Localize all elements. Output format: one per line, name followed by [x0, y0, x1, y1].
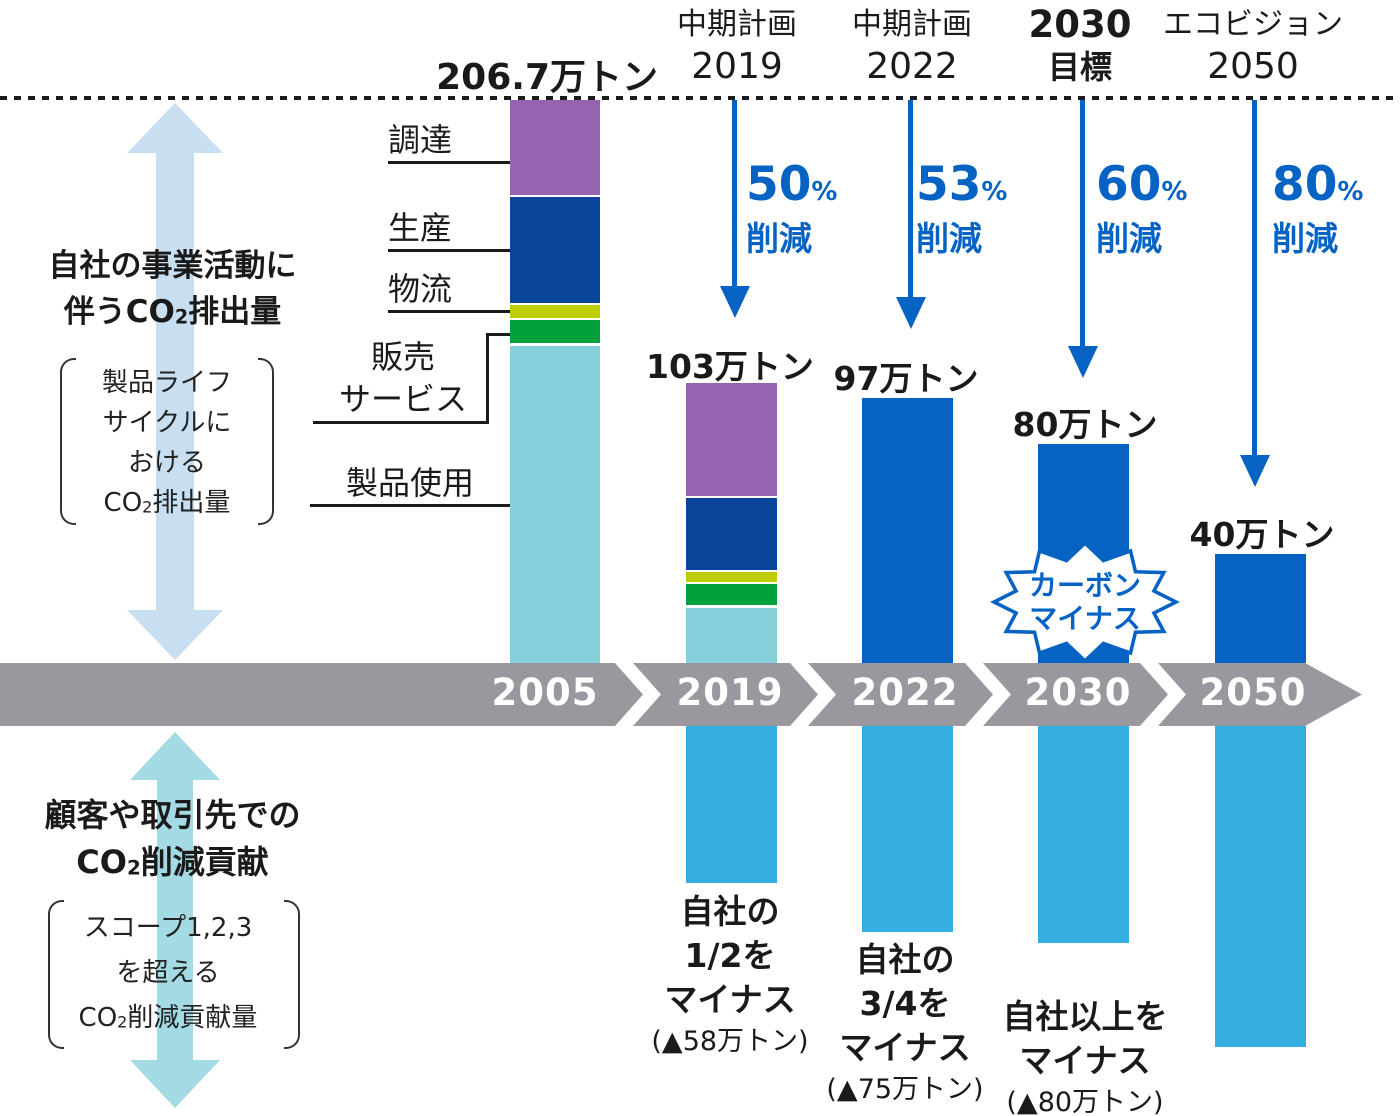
milestone-line1: 中期計画: [852, 7, 972, 42]
reduction-arrow-2022-head: [896, 297, 926, 329]
reduction-arrow-2030-shaft: [1080, 100, 1085, 346]
note-line: サイクルに: [102, 408, 232, 438]
reduction-arrow-2022-shaft: [908, 100, 913, 297]
note-line: おける: [127, 448, 206, 478]
value-label-2022: 97万トン: [833, 359, 979, 398]
contribution-bar-2022: [862, 726, 953, 932]
milestone-line2: 目標: [1047, 48, 1112, 86]
note-line: CO2削減貢献量: [78, 1003, 258, 1033]
milestone-header-2050: エコビジョン 2050: [1158, 4, 1348, 88]
segment-label-product-use: 製品使用: [310, 458, 510, 507]
contribution-title-line2: CO2削減貢献: [76, 843, 269, 881]
bar-2019-segment-procurement: [686, 383, 777, 496]
milestone-line1: 中期計画: [677, 7, 797, 42]
left-bracket: [60, 358, 76, 525]
reduction-arrow-2050-shaft: [1252, 100, 1257, 455]
emissions-axis-arrow-down-head: [127, 610, 223, 660]
milestone-header-2022: 中期計画 2022: [817, 4, 1007, 88]
emissions-axis-arrow-shaft: [156, 150, 194, 612]
contribution-note: (▲80万トン): [1006, 1087, 1164, 1116]
sales-service-underline: [313, 421, 489, 424]
timeline-band: [0, 663, 1362, 726]
bar-2019-segment-product-use: [686, 608, 777, 663]
timeline-year-2050: 2050: [1199, 671, 1307, 714]
timeline-year-2030: 2030: [1024, 671, 1132, 714]
contribution-axis-arrow-shaft: [157, 778, 193, 1062]
value-label-2050: 40万トン: [1189, 515, 1335, 554]
reduction-percent-2022: 53% 削減: [916, 157, 1008, 258]
reduction-percent-2050: 80% 削減: [1272, 157, 1364, 258]
milestone-line2: 2050: [1207, 46, 1299, 87]
milestone-line2: 2019: [691, 46, 783, 87]
own-emissions-note: 製品ライフ サイクルに おける CO2排出量: [62, 363, 272, 527]
own-emissions-title-line2: 伴うCO2排出量: [63, 294, 282, 330]
timeline-year-2019: 2019: [676, 671, 784, 714]
milestone-line2: 2022: [866, 46, 958, 87]
bar-2019-segment-sales-service: [686, 584, 777, 605]
contribution-axis-arrow-down-head: [130, 1060, 220, 1108]
bar-2005-segment-product-use: [510, 346, 600, 663]
reduction-percent-2030: 60% 削減: [1096, 157, 1188, 258]
co2-subscript: 2: [117, 1012, 128, 1032]
total-2005-label: 206.7万トン: [436, 57, 658, 98]
carbon-minus-badge-text: カーボン マイナス: [1028, 569, 1141, 635]
co2-subscript: 2: [126, 856, 141, 880]
reduction-arrow-2050-head: [1240, 455, 1270, 487]
reduction-arrow-2019-shaft: [732, 100, 737, 286]
value-label-2030: 80万トン: [1012, 405, 1158, 444]
segment-label-procurement: 調達: [388, 115, 510, 164]
note-line: 製品ライフ: [101, 368, 232, 398]
contribution-label-2022: 自社の 3/4を マイナス (▲75万トン): [810, 938, 1000, 1106]
own-emissions-title: 自社の事業活動に 伴うCO2排出量: [0, 243, 345, 341]
contribution-title: 顧客や取引先での CO2削減貢献: [0, 792, 345, 892]
burst-shape-icon: [990, 540, 1180, 664]
milestone-line1: 2030: [1028, 3, 1132, 46]
own-emissions-title-line1: 自社の事業活動に: [48, 248, 297, 284]
milestone-line1: エコビジョン: [1163, 7, 1343, 42]
contribution-note-box: スコープ1,2,3 を超える CO2削減貢献量: [50, 906, 286, 1044]
bar-2022: [862, 398, 953, 663]
note-line: スコープ1,2,3: [83, 913, 253, 943]
bar-2005-segment-sales-service: [510, 320, 600, 343]
co2-subscript: 2: [142, 497, 153, 517]
bar-2005-segment-production: [510, 197, 600, 303]
contribution-bar-2030: [1038, 726, 1129, 943]
emissions-axis-arrow-up-head: [127, 103, 223, 153]
bar-2005-segment-logistics: [510, 305, 600, 318]
co2-subscript: 2: [174, 305, 189, 329]
reduction-arrow-2030-head: [1068, 346, 1098, 378]
bar-2019-segment-logistics: [686, 572, 777, 582]
contribution-axis-arrow-up-head: [130, 732, 220, 780]
contribution-note: (▲75万トン): [826, 1074, 984, 1105]
sales-service-connector-horizontal: [486, 333, 510, 336]
contribution-title-line1: 顧客や取引先での: [44, 796, 301, 834]
reduction-percent-2019: 50% 削減: [746, 157, 838, 258]
contribution-bar-2050: [1215, 726, 1306, 1047]
contribution-label-2019: 自社の 1/2を マイナス (▲58万トン): [635, 890, 825, 1058]
segment-label-production: 生産: [388, 203, 510, 252]
bar-2019-segment-production: [686, 498, 777, 570]
carbon-minus-badge: カーボン マイナス: [983, 536, 1187, 668]
bar-2005-segment-procurement: [510, 100, 600, 195]
contribution-label-2030: 自社以上を マイナス (▲80万トン): [975, 995, 1195, 1116]
reduction-arrow-2019-head: [720, 286, 750, 318]
timeline-year-2022: 2022: [851, 671, 959, 714]
value-label-2019: 103万トン: [646, 347, 814, 386]
contribution-bar-2019: [686, 726, 777, 883]
right-bracket: [284, 900, 300, 1049]
timeline-year-2005: 2005: [491, 671, 599, 714]
milestone-header-2019: 中期計画 2019: [642, 4, 832, 88]
note-line: CO2排出量: [103, 488, 231, 518]
note-line: を超える: [116, 958, 220, 988]
baseline-dotted-line: [0, 96, 1400, 100]
milestone-header-2030: 2030 目標: [985, 4, 1175, 88]
segment-label-sales-service: 販売 サービス: [338, 338, 467, 418]
left-bracket: [48, 900, 64, 1049]
sales-service-connector-vertical: [486, 333, 489, 424]
bar-2050: [1215, 554, 1306, 663]
contribution-note: (▲58万トン): [651, 1026, 809, 1057]
segment-label-logistics: 物流: [388, 264, 510, 313]
